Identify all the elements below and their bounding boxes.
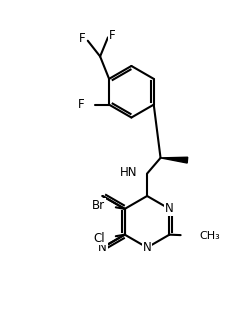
Text: CH₃: CH₃ [200,231,220,241]
Text: N: N [98,241,107,254]
Text: N: N [143,241,151,254]
Text: Br: Br [91,199,105,212]
Text: N: N [165,202,174,215]
Text: F: F [79,32,85,45]
Text: HN: HN [119,166,137,179]
Text: F: F [109,29,116,42]
Text: F: F [78,98,84,111]
Text: Cl: Cl [93,232,105,245]
Polygon shape [160,157,188,163]
